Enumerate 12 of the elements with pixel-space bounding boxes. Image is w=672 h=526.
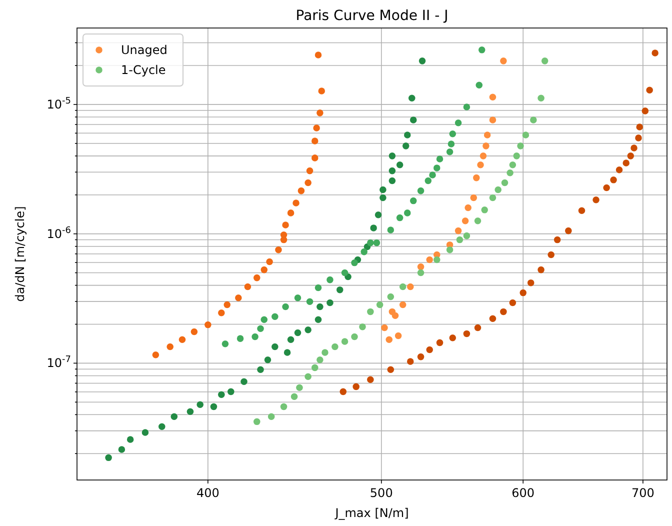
x-tick-label: 600	[512, 486, 535, 500]
y-tick-label: 10$^{-6}$	[46, 226, 72, 241]
x-axis-title: J_max [N/m]	[334, 506, 409, 520]
legend-label: Unaged	[121, 43, 168, 57]
x-tick-label: 400	[196, 486, 220, 500]
y-axis-title: da/dN [m/cycle]	[13, 206, 27, 302]
x-tick-label: 700	[631, 486, 654, 500]
x-tick-label: 500	[370, 486, 393, 500]
y-tick-label: 10$^{-5}$	[46, 96, 71, 112]
y-tick-label: 10$^{-7}$	[46, 355, 71, 370]
chart-title: Paris Curve Mode II - J	[296, 8, 448, 24]
legend-label: 1-Cycle	[121, 63, 166, 77]
